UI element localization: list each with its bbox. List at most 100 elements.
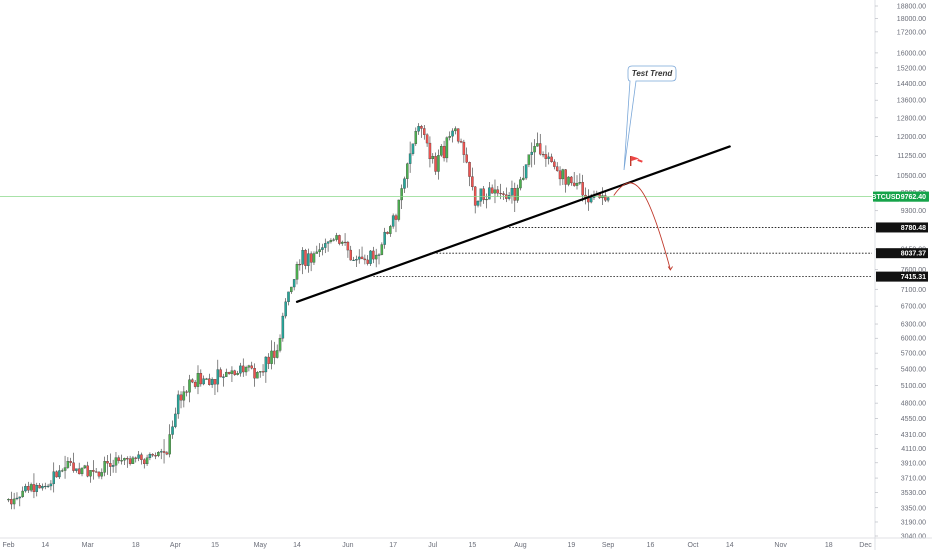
x-tick-label: May [254, 542, 268, 549]
candle-body [561, 169, 565, 180]
x-tick-label: Apr [170, 542, 182, 549]
candle-body [312, 253, 316, 263]
candle-body [261, 371, 265, 373]
candle-body [258, 371, 262, 373]
candle-body [227, 371, 231, 374]
candle-body [162, 451, 166, 453]
candle-body [578, 182, 582, 184]
candle-body [420, 126, 423, 129]
candle-body [92, 470, 95, 472]
y-tick-label: 3350.00 [901, 505, 926, 512]
candle-body [482, 188, 485, 200]
candle-body [298, 264, 302, 266]
y-tick-label: 3040.00 [901, 534, 926, 541]
candle-body [346, 241, 350, 251]
x-tick-label: Jun [342, 542, 353, 549]
price-axis[interactable]: 18800.00 18000.00 17200.00 16000.00 15200.00… [871, 0, 929, 550]
candle-body [210, 379, 214, 385]
candle-body [428, 142, 432, 160]
candle-body [216, 369, 220, 385]
time-axis[interactable]: Feb 14 Mar 18 Apr 15 May 14 Jun 17 Jul 15 Aug 19 Sep 16… [0, 537, 932, 549]
candle-body [35, 485, 39, 492]
last-price-value: 9762.40 [901, 194, 926, 201]
candle-body [205, 378, 208, 380]
candle-body [434, 156, 437, 172]
x-tick-label: Dec [859, 542, 872, 549]
y-tick-label: 5100.00 [901, 383, 926, 390]
candle-body [476, 201, 480, 206]
candle-body [24, 486, 27, 492]
candle-body [417, 126, 420, 132]
candle-body [380, 244, 384, 255]
candle-body [80, 467, 84, 475]
candle-body [513, 188, 517, 201]
candle-body [423, 128, 426, 135]
candle-body [157, 452, 160, 456]
candle-body [490, 187, 494, 194]
test-trend-callout[interactable]: Test Trend [623, 65, 677, 171]
x-tick-label: Nov [774, 542, 787, 549]
y-tick-label: 15200.00 [897, 65, 926, 72]
candle-body [439, 145, 443, 156]
candle-body [176, 394, 180, 415]
candle-body [256, 372, 259, 379]
candle-body [188, 379, 191, 393]
support-level-tag[interactable]: 7415.31 [876, 271, 928, 282]
candle-body [174, 413, 177, 427]
candle-body [292, 279, 296, 288]
y-tick-label: 12800.00 [897, 115, 926, 122]
candle-body [193, 381, 197, 387]
support-level-tag[interactable]: 8780.48 [876, 222, 928, 233]
candle-body [462, 141, 466, 155]
candle-body [570, 176, 573, 184]
trendline [295, 145, 731, 303]
y-tick-label: 18800.00 [897, 4, 926, 11]
candle-body [366, 259, 369, 264]
y-tick-label: 5400.00 [901, 366, 926, 373]
candle-body [109, 463, 112, 467]
candle-body [488, 187, 491, 200]
candle-body [103, 461, 106, 473]
candle-body [72, 462, 75, 471]
support-level-tag[interactable]: 8037.37 [876, 248, 928, 259]
candle-body [363, 258, 367, 261]
candle-body [536, 143, 539, 147]
candle-body [473, 186, 477, 206]
candle-body [437, 155, 440, 172]
candle-body [598, 194, 601, 199]
candle-body [69, 461, 72, 463]
candle-body [230, 370, 234, 374]
y-tick-label: 7100.00 [901, 287, 926, 294]
candle-body [468, 162, 471, 177]
candle-body [547, 156, 550, 159]
candle-body [154, 455, 157, 457]
candle-body [564, 169, 567, 185]
y-tick-label: 13600.00 [897, 98, 926, 105]
y-tick-label: 4550.00 [901, 416, 926, 423]
x-tick-label: Jul [428, 542, 437, 549]
symbol-label: BTCUSD [871, 194, 900, 201]
projection-arrowhead [667, 266, 673, 271]
candle-body [208, 378, 211, 385]
y-tick-label: 9300.00 [901, 208, 926, 215]
candle-body [89, 470, 92, 477]
candle-body [10, 499, 13, 505]
x-tick-label: 14 [293, 542, 301, 549]
candle-body [66, 461, 70, 468]
y-tick-label: 14400.00 [897, 81, 926, 88]
last-price-tag-top[interactable]: 9762.40 [900, 191, 929, 202]
candle-body [241, 365, 245, 373]
candle-body [143, 459, 146, 465]
candle-body [340, 241, 344, 244]
candle-body [374, 254, 378, 260]
x-tick-label: Oct [688, 542, 699, 549]
candle-body [431, 156, 435, 160]
x-tick-label: 16 [647, 542, 655, 549]
candle-body [459, 141, 463, 143]
x-tick-label: 15 [211, 542, 219, 549]
y-tick-label: 4110.00 [901, 446, 926, 453]
support-level-tag-bg [876, 271, 928, 282]
candle-body [301, 250, 304, 265]
candle-body [324, 243, 327, 248]
